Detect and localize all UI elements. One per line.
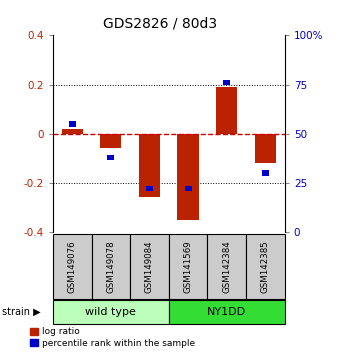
Bar	[169, 300, 285, 324]
Text: GSM142384: GSM142384	[222, 240, 231, 293]
Bar	[107, 154, 114, 160]
Text: strain ▶: strain ▶	[2, 307, 40, 317]
Bar	[53, 234, 91, 299]
Bar	[255, 133, 276, 163]
Text: wild type: wild type	[85, 307, 136, 317]
Bar	[139, 133, 160, 198]
Text: GSM149084: GSM149084	[145, 240, 154, 293]
Bar	[207, 234, 246, 299]
Bar	[69, 121, 76, 126]
Text: GDS2826 / 80d3: GDS2826 / 80d3	[103, 16, 217, 30]
Bar	[100, 133, 121, 148]
Bar	[53, 300, 169, 324]
Bar	[130, 234, 169, 299]
Text: NY1DD: NY1DD	[207, 307, 246, 317]
Bar	[146, 186, 153, 192]
Text: GSM149078: GSM149078	[106, 240, 115, 293]
Bar	[246, 234, 285, 299]
Bar	[184, 186, 192, 192]
Bar	[216, 87, 237, 133]
Bar	[223, 80, 230, 85]
Bar	[61, 129, 83, 133]
Bar	[177, 133, 199, 219]
Text: GSM149076: GSM149076	[68, 240, 77, 293]
Text: GSM142385: GSM142385	[261, 240, 270, 293]
Text: GSM141569: GSM141569	[183, 240, 193, 293]
Bar	[91, 234, 130, 299]
Bar	[262, 170, 269, 176]
Legend: log ratio, percentile rank within the sample: log ratio, percentile rank within the sa…	[28, 326, 197, 349]
Bar	[169, 234, 207, 299]
